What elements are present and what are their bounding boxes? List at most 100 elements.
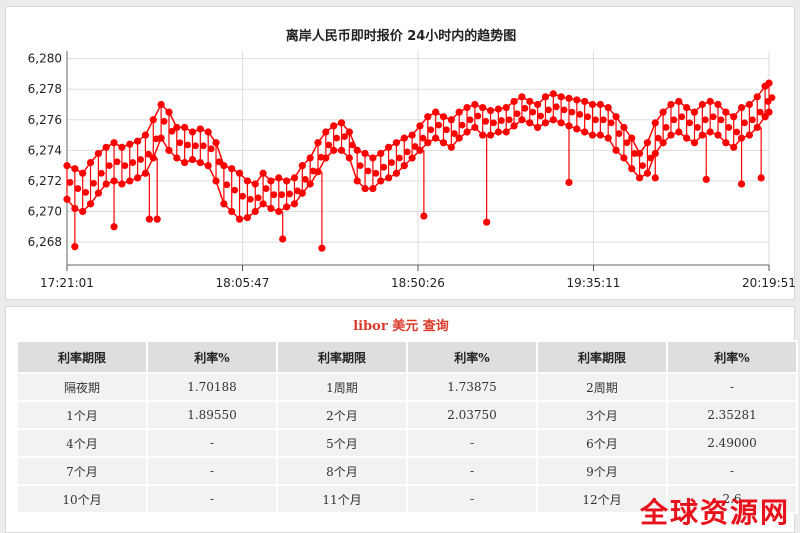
data-point	[384, 174, 393, 182]
data-point	[683, 103, 691, 112]
data-point	[118, 143, 126, 151]
data-point	[168, 127, 176, 135]
data-point	[199, 142, 207, 150]
data-point	[458, 121, 466, 129]
data-point	[94, 189, 102, 197]
data-point	[74, 185, 82, 192]
outlier-point	[757, 174, 765, 182]
data-point	[698, 100, 706, 109]
column-header: 利率%	[406, 340, 538, 374]
outlier-point	[737, 180, 746, 188]
data-point	[654, 134, 662, 142]
data-point	[126, 177, 134, 185]
data-point	[408, 154, 416, 162]
data-point	[647, 154, 654, 162]
table-row: 1个月 1.89550 2个月 2.03750 3个月 2.35281	[16, 400, 798, 430]
data-point	[228, 207, 236, 216]
rate-cell: -	[146, 428, 278, 458]
data-point	[432, 134, 440, 142]
data-point	[290, 200, 299, 208]
term-cell: 2个月	[276, 400, 408, 430]
data-point	[181, 123, 189, 132]
data-point	[322, 154, 330, 162]
data-point	[283, 177, 291, 185]
data-point	[518, 93, 526, 101]
data-point	[607, 119, 615, 127]
data-point	[220, 200, 228, 208]
data-point	[384, 143, 393, 151]
data-point	[341, 133, 348, 140]
data-point	[490, 119, 497, 127]
data-point	[474, 112, 482, 120]
data-point	[552, 103, 560, 111]
data-point	[353, 146, 361, 154]
data-point	[400, 134, 408, 142]
data-point	[482, 117, 490, 125]
data-point	[486, 131, 495, 139]
data-point	[267, 204, 275, 213]
data-point	[306, 154, 314, 162]
data-point	[494, 128, 502, 136]
data-point	[439, 113, 448, 121]
data-point	[549, 90, 557, 98]
data-point	[690, 108, 699, 116]
term-cell: 3个月	[536, 400, 668, 430]
data-point	[239, 192, 246, 200]
data-point	[345, 128, 353, 136]
data-point	[447, 116, 455, 124]
data-point	[505, 116, 513, 124]
data-point	[502, 103, 510, 112]
data-point	[659, 139, 667, 147]
data-point	[541, 93, 550, 101]
data-point	[102, 143, 110, 151]
data-point	[675, 128, 683, 136]
outlier-point	[145, 215, 153, 223]
data-point	[450, 130, 458, 137]
data-point	[102, 180, 110, 188]
data-point	[86, 158, 95, 167]
data-point	[337, 119, 346, 127]
data-point	[628, 165, 636, 173]
rate-cell: 1.89550	[146, 400, 278, 430]
data-point	[643, 169, 652, 177]
data-point	[298, 162, 306, 170]
data-point	[396, 154, 403, 162]
table-body: 隔夜期 1.70188 1周期 1.73875 2周期 -1个月 1.89550 2个月 2.0…	[16, 372, 798, 514]
data-point	[377, 149, 385, 158]
data-point	[173, 154, 181, 162]
data-point	[479, 103, 487, 112]
data-point	[157, 100, 165, 109]
data-point	[722, 108, 730, 116]
data-point	[765, 108, 773, 116]
y-tick-label: 6,268	[28, 235, 62, 249]
column-header: 利率期限	[536, 340, 668, 374]
data-point	[765, 79, 773, 87]
watermark-text: 全球资源网	[639, 496, 790, 529]
outlier-point	[651, 174, 659, 182]
data-point	[427, 126, 435, 134]
data-point	[416, 122, 424, 130]
data-point	[604, 103, 612, 112]
data-point	[534, 123, 542, 132]
data-point	[228, 165, 236, 173]
data-point	[176, 139, 184, 147]
data-point	[392, 169, 401, 177]
data-point	[82, 188, 90, 196]
column-header: 利率%	[666, 340, 798, 374]
y-tick-label: 6,274	[28, 143, 62, 157]
data-point	[364, 167, 372, 175]
data-point	[79, 207, 87, 216]
term-cell: 10个月	[16, 484, 148, 514]
chart-title: 离岸人民币即时报价 24小时内的趋势图	[285, 29, 517, 44]
data-point	[196, 125, 204, 133]
data-point	[392, 139, 401, 147]
outlier-point	[483, 218, 491, 226]
data-point	[215, 158, 223, 166]
data-point	[286, 190, 294, 198]
data-point	[113, 158, 121, 166]
data-point	[361, 149, 369, 158]
data-point	[330, 146, 338, 154]
data-point	[110, 139, 118, 147]
term-cell: 11个月	[276, 484, 408, 514]
data-point	[651, 119, 659, 127]
